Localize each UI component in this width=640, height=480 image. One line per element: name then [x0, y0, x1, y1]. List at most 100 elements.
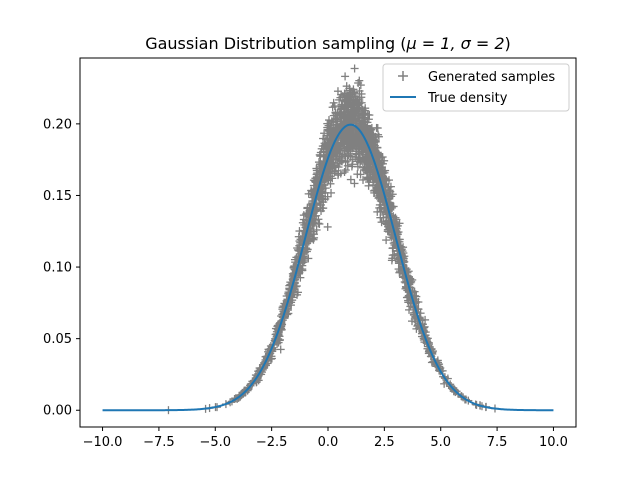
- sample-point: [366, 130, 375, 139]
- sample-point: [341, 72, 350, 81]
- chart-title: Gaussian Distribution sampling (μ = 1, σ…: [145, 34, 511, 53]
- x-tick-label: 0.0: [318, 435, 339, 450]
- sample-point: [344, 151, 353, 160]
- sample-point: [364, 164, 373, 173]
- sample-point: [369, 135, 378, 144]
- chart-title-close: ): [505, 34, 511, 53]
- sample-point: [376, 207, 385, 216]
- sample-point: [304, 189, 313, 198]
- sample-point: [369, 143, 378, 152]
- x-axis: −10.0 −7.5 −5.0 −2.5 0.0 2.5 5.0 7.5 10.0: [83, 427, 568, 450]
- sample-point: [352, 141, 361, 150]
- sample-point: [350, 179, 359, 188]
- sample-point: [354, 140, 363, 149]
- sample-point: [343, 128, 352, 137]
- sample-point: [337, 138, 346, 147]
- sample-point: [310, 216, 319, 225]
- sample-point: [303, 204, 312, 213]
- sample-point: [332, 152, 341, 161]
- sample-point: [333, 87, 342, 96]
- sample-point: [319, 198, 328, 207]
- y-tick-label: 0.20: [43, 117, 72, 132]
- sample-point: [340, 167, 349, 176]
- sample-point: [360, 118, 369, 127]
- sample-point: [276, 345, 285, 354]
- sample-point: [342, 91, 351, 100]
- sample-point: [416, 309, 425, 318]
- sample-point: [293, 290, 302, 299]
- y-tick-label: 0.10: [43, 261, 72, 276]
- sample-point: [331, 109, 340, 118]
- sample-point: [315, 162, 324, 171]
- x-tick-label: 2.5: [374, 435, 395, 450]
- sample-point: [324, 116, 333, 125]
- sample-point: [324, 167, 333, 176]
- density-line: [102, 123, 554, 412]
- sample-point: [326, 129, 335, 138]
- sample-point: [347, 129, 356, 138]
- x-tick-label: 7.5: [487, 435, 508, 450]
- y-tick-label: 0.05: [43, 332, 72, 347]
- sample-point: [348, 155, 357, 164]
- legend: Generated samples True density: [382, 63, 570, 112]
- sample-point: [377, 218, 386, 227]
- sample-point: [355, 104, 364, 113]
- sample-point: [298, 266, 307, 275]
- sample-point: [351, 132, 360, 141]
- sample-point: [314, 215, 323, 224]
- sample-point: [328, 162, 337, 171]
- sample-point: [354, 147, 363, 156]
- sample-point: [355, 86, 364, 95]
- sample-point: [318, 184, 327, 193]
- sample-point: [368, 172, 377, 181]
- sample-point: [352, 95, 361, 104]
- sample-point: [353, 170, 362, 179]
- sample-point: [319, 134, 328, 143]
- plot-background: [80, 58, 576, 427]
- sample-point: [333, 111, 342, 120]
- sample-point: [350, 64, 359, 73]
- x-tick-label: −10.0: [83, 435, 123, 450]
- plot-area: [80, 58, 576, 427]
- legend-box: [382, 63, 570, 112]
- sample-point: [348, 143, 357, 152]
- x-tick-label: −5.0: [199, 435, 231, 450]
- y-axis: 0.00 0.05 0.10 0.15 0.20: [43, 117, 80, 419]
- sample-point: [358, 154, 367, 163]
- x-tick-label: 10.0: [539, 435, 568, 450]
- sample-point: [387, 192, 396, 201]
- sample-point: [374, 132, 383, 141]
- sample-point: [358, 111, 367, 120]
- sample-point: [355, 76, 364, 85]
- sample-point: [335, 95, 344, 104]
- sample-point: [341, 166, 350, 175]
- x-tick-label: 5.0: [430, 435, 451, 450]
- sample-point: [274, 338, 283, 347]
- sample-point: [382, 236, 391, 245]
- sample-point: [405, 305, 414, 314]
- chart-title-math: μ = 1, σ = 2: [406, 34, 505, 53]
- sample-point: [341, 103, 350, 112]
- sample-point: [309, 227, 318, 236]
- sample-point: [323, 192, 332, 201]
- legend-label-samples: Generated samples: [428, 70, 555, 85]
- sample-point: [326, 179, 335, 188]
- density-series: [102, 123, 554, 412]
- sample-point: [323, 222, 332, 231]
- sample-point: [343, 156, 352, 165]
- sample-point: [346, 175, 355, 184]
- sample-point: [343, 108, 352, 117]
- x-tick-label: −7.5: [143, 435, 175, 450]
- sample-point: [318, 204, 327, 213]
- sample-point: [323, 168, 332, 177]
- sample-point: [349, 85, 358, 94]
- sample-point: [353, 103, 362, 112]
- sample-point: [333, 120, 342, 129]
- sample-point: [329, 98, 338, 107]
- sample-point: [355, 119, 364, 128]
- chart-title-main: Gaussian Distribution sampling (: [145, 34, 406, 53]
- sample-point: [384, 183, 393, 192]
- sample-point: [345, 95, 354, 104]
- sample-point: [341, 131, 350, 140]
